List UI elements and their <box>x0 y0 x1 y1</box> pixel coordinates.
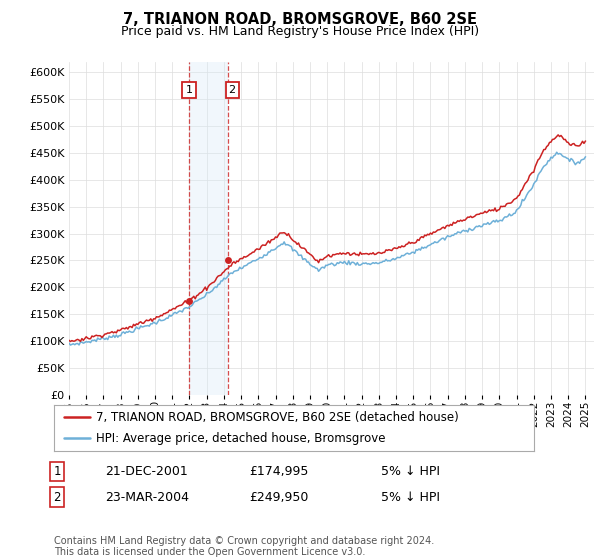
Text: £174,995: £174,995 <box>249 465 308 478</box>
Point <box>223 256 233 265</box>
Text: 7, TRIANON ROAD, BROMSGROVE, B60 2SE: 7, TRIANON ROAD, BROMSGROVE, B60 2SE <box>123 12 477 27</box>
Text: 2: 2 <box>53 491 61 504</box>
Text: 21-DEC-2001: 21-DEC-2001 <box>105 465 188 478</box>
Text: Contains HM Land Registry data © Crown copyright and database right 2024.
This d: Contains HM Land Registry data © Crown c… <box>54 535 434 557</box>
Text: £249,950: £249,950 <box>249 491 308 504</box>
Text: 5% ↓ HPI: 5% ↓ HPI <box>381 491 440 504</box>
Text: 23-MAR-2004: 23-MAR-2004 <box>105 491 189 504</box>
Text: HPI: Average price, detached house, Bromsgrove: HPI: Average price, detached house, Brom… <box>96 432 386 445</box>
Text: 7, TRIANON ROAD, BROMSGROVE, B60 2SE (detached house): 7, TRIANON ROAD, BROMSGROVE, B60 2SE (de… <box>96 411 459 424</box>
Text: 5% ↓ HPI: 5% ↓ HPI <box>381 465 440 478</box>
Text: 2: 2 <box>229 85 236 95</box>
Text: 1: 1 <box>53 465 61 478</box>
Point <box>184 296 194 305</box>
Text: 1: 1 <box>185 85 193 95</box>
Bar <box>189 62 228 395</box>
Text: Price paid vs. HM Land Registry's House Price Index (HPI): Price paid vs. HM Land Registry's House … <box>121 25 479 38</box>
